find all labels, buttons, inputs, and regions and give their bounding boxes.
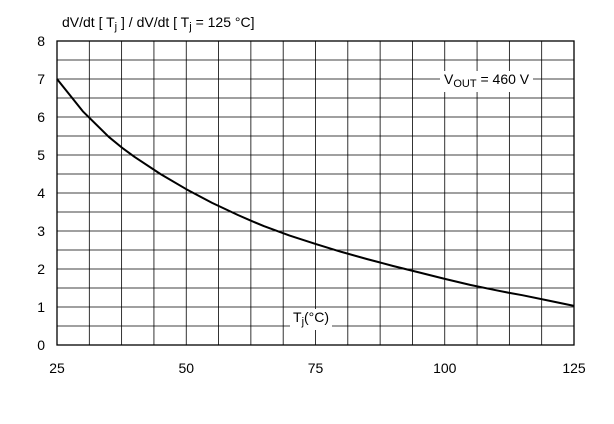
y-tick-label-4: 4 — [37, 185, 45, 201]
x-tick-label-3: 100 — [433, 360, 457, 376]
y-tick-label-0: 0 — [37, 337, 45, 353]
tick-labels: 0 1 2 3 4 5 6 7 8 25 50 75 100 125 — [37, 33, 586, 376]
x-tick-label-2: 75 — [308, 360, 324, 376]
series-line-0 — [56, 78, 575, 307]
x-tick-label-4: 125 — [562, 360, 586, 376]
y-tick-label-3: 3 — [37, 223, 45, 239]
title-sub-1: j — [114, 21, 118, 33]
title-part-2: ] / dV/dt [ T — [117, 14, 190, 30]
annotation-rest: = 460 V — [476, 71, 530, 87]
x-label-rest: (°C) — [304, 309, 330, 325]
title-sub-2: j — [189, 21, 192, 33]
y-tick-label-1: 1 — [37, 299, 45, 315]
y-tick-label-2: 2 — [37, 261, 45, 277]
x-axis-label: Tj(°C) — [290, 309, 333, 330]
x-tick-label-0: 25 — [49, 360, 65, 376]
title-part-1: dV/dt [ T — [62, 14, 115, 30]
y-tick-label-6: 6 — [37, 109, 45, 125]
y-tick-label-7: 7 — [37, 71, 45, 87]
series-layer — [56, 78, 575, 307]
y-tick-label-8: 8 — [37, 33, 45, 49]
y-tick-label-5: 5 — [37, 147, 45, 163]
plot-frame — [56, 40, 575, 346]
x-tick-label-1: 50 — [178, 360, 194, 376]
chart-title: dV/dt [ Tj ] / dV/dt [ Tj = 125 °C] — [62, 14, 255, 35]
x-label-main: T — [293, 309, 302, 325]
annotation-sub: OUT — [453, 78, 477, 90]
title-part-3: = 125 °C] — [191, 14, 255, 30]
annotation-main: V — [444, 71, 454, 87]
series-annotation: VOUT = 460 V — [440, 71, 534, 92]
x-label-sub: j — [301, 316, 305, 328]
